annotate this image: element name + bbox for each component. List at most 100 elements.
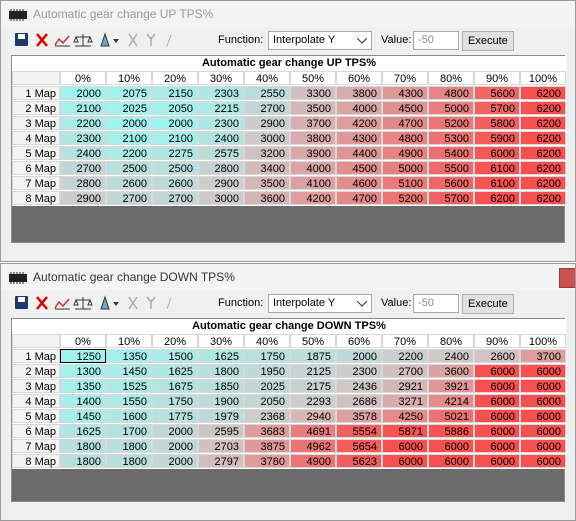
table-cell[interactable]: 3000 — [244, 131, 290, 145]
table-cell[interactable]: 2700 — [106, 191, 152, 205]
table-cell[interactable]: 2800 — [60, 176, 106, 190]
table-cell[interactable]: 1675 — [152, 379, 198, 393]
table-cell[interactable]: 6000 — [474, 439, 520, 453]
table-cell[interactable]: 2595 — [198, 424, 244, 438]
table-cell[interactable]: 2050 — [244, 394, 290, 408]
table-cell[interactable]: 2025 — [106, 101, 152, 115]
table-cell[interactable]: 2436 — [336, 379, 382, 393]
table-cell[interactable]: 6000 — [428, 454, 474, 468]
table-cell[interactable]: 2215 — [198, 101, 244, 115]
function-select[interactable]: Interpolate Y — [268, 294, 372, 313]
table-cell[interactable]: 3500 — [244, 176, 290, 190]
table-cell[interactable]: 1350 — [60, 379, 106, 393]
table-cell[interactable]: 5554 — [336, 424, 382, 438]
table-cell[interactable]: 3271 — [382, 394, 428, 408]
table-cell[interactable]: 3400 — [244, 161, 290, 175]
table-cell[interactable]: 6000 — [520, 454, 566, 468]
table-cell[interactable]: 3200 — [244, 146, 290, 160]
table-cell[interactable]: 4500 — [336, 161, 382, 175]
table-cell[interactable]: 1400 — [60, 394, 106, 408]
table-cell[interactable]: 4691 — [290, 424, 336, 438]
table-cell[interactable]: 6000 — [474, 424, 520, 438]
table-cell[interactable]: 6200 — [520, 176, 566, 190]
table-cell[interactable]: 6000 — [520, 364, 566, 378]
table-cell[interactable]: 1625 — [152, 364, 198, 378]
execute-button[interactable]: Execute — [462, 31, 514, 51]
table-cell[interactable]: 5886 — [428, 424, 474, 438]
table-cell[interactable]: 6200 — [520, 191, 566, 205]
table-cell[interactable]: 2400 — [198, 131, 244, 145]
table-cell[interactable]: 1300 — [60, 364, 106, 378]
table-cell[interactable]: 1800 — [106, 439, 152, 453]
table-cell[interactable]: 2150 — [152, 86, 198, 100]
table-cell[interactable]: 6000 — [428, 439, 474, 453]
table-cell[interactable]: 5300 — [428, 131, 474, 145]
table-cell[interactable]: 6000 — [474, 146, 520, 160]
table-cell[interactable]: 2303 — [198, 86, 244, 100]
table-cell[interactable]: 4200 — [290, 191, 336, 205]
table-cell[interactable]: 4300 — [382, 86, 428, 100]
table-cell[interactable]: 2025 — [244, 379, 290, 393]
table-cell[interactable]: 5100 — [382, 176, 428, 190]
table-cell[interactable]: 1500 — [152, 349, 198, 363]
table-cell[interactable]: 3800 — [336, 86, 382, 100]
table-cell[interactable]: 6000 — [474, 364, 520, 378]
table-cell[interactable]: 6200 — [474, 191, 520, 205]
table-cell[interactable]: 1800 — [198, 364, 244, 378]
table-cell[interactable]: 1450 — [60, 409, 106, 423]
table-cell[interactable]: 1800 — [60, 454, 106, 468]
value-input[interactable]: -50 — [413, 294, 459, 313]
table-cell[interactable]: 1450 — [106, 364, 152, 378]
table-cell[interactable]: 2940 — [290, 409, 336, 423]
table-cell[interactable]: 5900 — [474, 131, 520, 145]
table-cell[interactable]: 1850 — [198, 379, 244, 393]
table-cell[interactable]: 5700 — [474, 101, 520, 115]
table-cell[interactable]: 4900 — [382, 146, 428, 160]
table-cell[interactable]: 2300 — [336, 364, 382, 378]
table-cell[interactable]: 2700 — [382, 364, 428, 378]
table-cell[interactable]: 2600 — [106, 176, 152, 190]
table-cell[interactable]: 1950 — [244, 364, 290, 378]
table-cell[interactable]: 6200 — [520, 131, 566, 145]
table-cell[interactable]: 4200 — [336, 116, 382, 130]
table-cell[interactable]: 3600 — [428, 364, 474, 378]
table-cell[interactable]: 2400 — [428, 349, 474, 363]
table-cell[interactable]: 2600 — [152, 176, 198, 190]
table-cell[interactable]: 4300 — [336, 131, 382, 145]
table-cell[interactable]: 6200 — [520, 86, 566, 100]
table-cell[interactable]: 1350 — [106, 349, 152, 363]
table-cell[interactable]: 1700 — [106, 424, 152, 438]
table-cell[interactable]: 3683 — [244, 424, 290, 438]
table-cell[interactable]: 6000 — [520, 394, 566, 408]
table-cell[interactable]: 2000 — [60, 86, 106, 100]
table-cell[interactable]: 1625 — [198, 349, 244, 363]
table-cell[interactable]: 3900 — [290, 146, 336, 160]
table-cell[interactable]: 6000 — [474, 379, 520, 393]
table-cell[interactable]: 2000 — [336, 349, 382, 363]
table-cell[interactable]: 2075 — [106, 86, 152, 100]
table-cell[interactable]: 4400 — [336, 146, 382, 160]
table-cell[interactable]: 2400 — [60, 146, 106, 160]
table-cell[interactable]: 1800 — [106, 454, 152, 468]
table-cell[interactable]: 5500 — [428, 161, 474, 175]
table-cell[interactable]: 2300 — [198, 116, 244, 130]
table-cell[interactable]: 6000 — [382, 439, 428, 453]
table-cell[interactable]: 1525 — [106, 379, 152, 393]
table-cell[interactable]: 2275 — [152, 146, 198, 160]
table-cell[interactable]: 6000 — [520, 379, 566, 393]
table-cell[interactable]: 5600 — [474, 86, 520, 100]
table-cell[interactable]: 6000 — [520, 424, 566, 438]
table-cell[interactable]: 2125 — [290, 364, 336, 378]
table-cell[interactable]: 3000 — [198, 191, 244, 205]
table-cell[interactable]: 4700 — [336, 191, 382, 205]
table-cell[interactable]: 6100 — [474, 161, 520, 175]
table-cell[interactable]: 5700 — [428, 191, 474, 205]
table-cell[interactable]: 5021 — [428, 409, 474, 423]
table-cell[interactable]: 2700 — [244, 101, 290, 115]
table-cell[interactable]: 1625 — [60, 424, 106, 438]
close-button[interactable] — [559, 268, 575, 288]
table-cell[interactable]: 1750 — [152, 394, 198, 408]
table-cell[interactable]: 4962 — [290, 439, 336, 453]
table-cell[interactable]: 6200 — [520, 116, 566, 130]
table-cell[interactable]: 2921 — [382, 379, 428, 393]
